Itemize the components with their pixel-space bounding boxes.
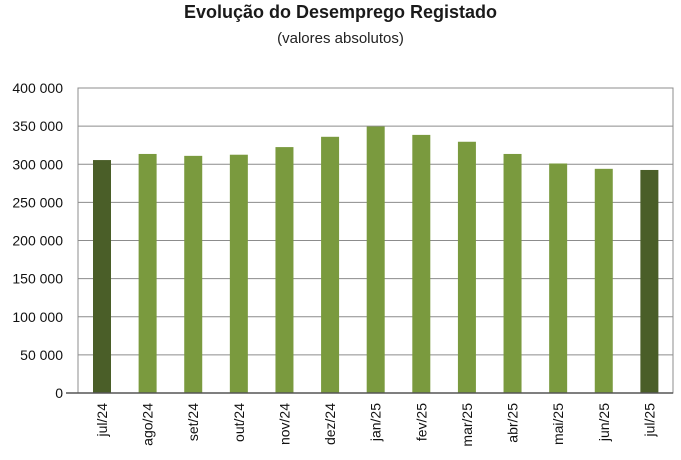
y-tick-label: 200 000	[12, 233, 63, 249]
bar-out-24	[229, 154, 248, 393]
bar-fev-25	[412, 134, 431, 394]
y-tick-label: 400 000	[12, 80, 63, 96]
y-tick-label: 300 000	[12, 156, 63, 172]
x-tick-label: jan/25	[368, 403, 384, 442]
x-tick-label: fev/25	[413, 403, 429, 441]
chart-title: Evolução do Desemprego Registado	[183, 2, 498, 22]
x-tick-label: ago/24	[140, 403, 156, 446]
y-tick-label: 50 000	[20, 347, 63, 363]
x-tick-label: nov/24	[276, 403, 292, 445]
bar-jul-25	[640, 169, 659, 393]
bar-mai-25	[549, 163, 568, 393]
y-tick-label: 250 000	[12, 194, 63, 210]
bar-mar-25	[457, 141, 476, 393]
x-tick-label: mar/25	[459, 403, 475, 447]
chart-subtitle: (valores absolutos)	[277, 30, 404, 47]
x-tick-label: mai/25	[550, 403, 566, 445]
y-tick-label: 150 000	[12, 271, 63, 287]
x-tick-label: jul/25	[641, 403, 657, 438]
x-tick-label: dez/24	[322, 403, 338, 445]
bar-nov-24	[275, 147, 294, 393]
bar-ago-24	[138, 153, 157, 393]
x-tick-label: abr/25	[505, 403, 521, 443]
bar-dez-24	[321, 136, 340, 394]
x-tick-label: jun/25	[596, 403, 612, 442]
bar-set-24	[184, 155, 203, 393]
x-tick-label: set/24	[185, 403, 201, 441]
x-tick-label: out/24	[231, 403, 247, 442]
bar-jun-25	[594, 168, 613, 393]
y-tick-label: 100 000	[12, 309, 63, 325]
y-tick-label: 0	[55, 385, 63, 401]
x-tick-label: jul/24	[94, 403, 110, 438]
bar-jan-25	[366, 126, 385, 393]
bar-abr-25	[503, 153, 522, 393]
bar-jul-24	[93, 160, 111, 393]
y-tick-label: 350 000	[12, 118, 63, 134]
